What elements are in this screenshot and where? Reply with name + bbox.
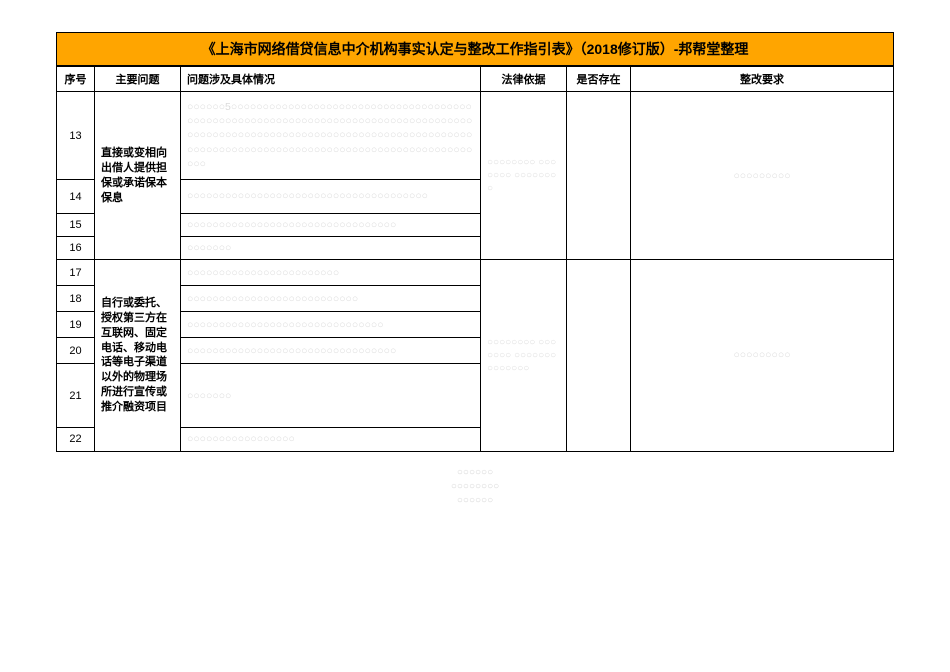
- cell-detail: ○○○○○○○○○○○○○○○○○○○○○○○○○○○○○○○○○: [181, 214, 481, 237]
- cell-num: 20: [57, 338, 95, 364]
- cell-detail: ○○○○○○○: [181, 364, 481, 428]
- header-exist: 是否存在: [567, 67, 631, 92]
- table-header-row: 序号 主要问题 问题涉及具体情况 法律依据 是否存在 整改要求: [57, 67, 894, 92]
- cell-num: 18: [57, 286, 95, 312]
- cell-detail: ○○○○○○○○○○○○○○○○○○○○○○○○○○○: [181, 286, 481, 312]
- header-detail: 问题涉及具体情况: [181, 67, 481, 92]
- cell-num: 14: [57, 180, 95, 214]
- footer-line-1: ○○○○○○: [56, 466, 894, 480]
- document-title: 《上海市网络借贷信息中介机构事实认定与整改工作指引表》（2018修订版）-邦帮堂…: [56, 32, 894, 66]
- footer-line-3: ○○○○○○: [56, 494, 894, 508]
- table-row: 17 自行或委托、授权第三方在互联网、固定电话、移动电话等电子渠道以外的物理场所…: [57, 260, 894, 286]
- cell-num: 19: [57, 312, 95, 338]
- table-row: 13 直接或变相向出借人提供担保或承诺保本保息 ○○○○○○5○○○○○○○○○…: [57, 92, 894, 180]
- cell-detail: ○○○○○○○○○○○○○○○○○○○○○○○○○○○○○○○: [181, 312, 481, 338]
- cell-num: 13: [57, 92, 95, 180]
- header-num: 序号: [57, 67, 95, 92]
- cell-detail: ○○○○○○○: [181, 237, 481, 260]
- cell-detail: ○○○○○○5○○○○○○○○○○○○○○○○○○○○○○○○○○○○○○○○○…: [181, 92, 481, 180]
- cell-detail: ○○○○○○○○○○○○○○○○○: [181, 428, 481, 451]
- cell-detail: ○○○○○○○○○○○○○○○○○○○○○○○○○○○○○○○○○○○○○○: [181, 180, 481, 214]
- cell-num: 17: [57, 260, 95, 286]
- header-law: 法律依据: [481, 67, 567, 92]
- cell-num: 21: [57, 364, 95, 428]
- cell-fix-g1: ○○○○○○○○○: [631, 92, 894, 260]
- cell-issue-g2: 自行或委托、授权第三方在互联网、固定电话、移动电话等电子渠道以外的物理场所进行宣…: [95, 260, 181, 451]
- cell-num: 15: [57, 214, 95, 237]
- header-fix: 整改要求: [631, 67, 894, 92]
- cell-num: 16: [57, 237, 95, 260]
- cell-exist-g2: [567, 260, 631, 451]
- header-issue: 主要问题: [95, 67, 181, 92]
- page-footer: ○○○○○○ ○○○○○○○○ ○○○○○○: [56, 466, 894, 508]
- cell-fix-g2: ○○○○○○○○○: [631, 260, 894, 451]
- cell-detail: ○○○○○○○○○○○○○○○○○○○○○○○○: [181, 260, 481, 286]
- document-page: 《上海市网络借贷信息中介机构事实认定与整改工作指引表》（2018修订版）-邦帮堂…: [0, 0, 950, 508]
- cell-law-g2: ○○○○○○○○ ○○○○○○○ ○○○○○○○ ○○○○○○○: [481, 260, 567, 451]
- cell-issue-g1: 直接或变相向出借人提供担保或承诺保本保息: [95, 92, 181, 260]
- cell-exist-g1: [567, 92, 631, 260]
- cell-num: 22: [57, 428, 95, 451]
- footer-line-2: ○○○○○○○○: [56, 480, 894, 494]
- cell-law-g1: ○○○○○○○○ ○○○○○○○ ○○○○○○○○: [481, 92, 567, 260]
- cell-detail: ○○○○○○○○○○○○○○○○○○○○○○○○○○○○○○○○○: [181, 338, 481, 364]
- guideline-table: 序号 主要问题 问题涉及具体情况 法律依据 是否存在 整改要求 13 直接或变相…: [56, 66, 894, 452]
